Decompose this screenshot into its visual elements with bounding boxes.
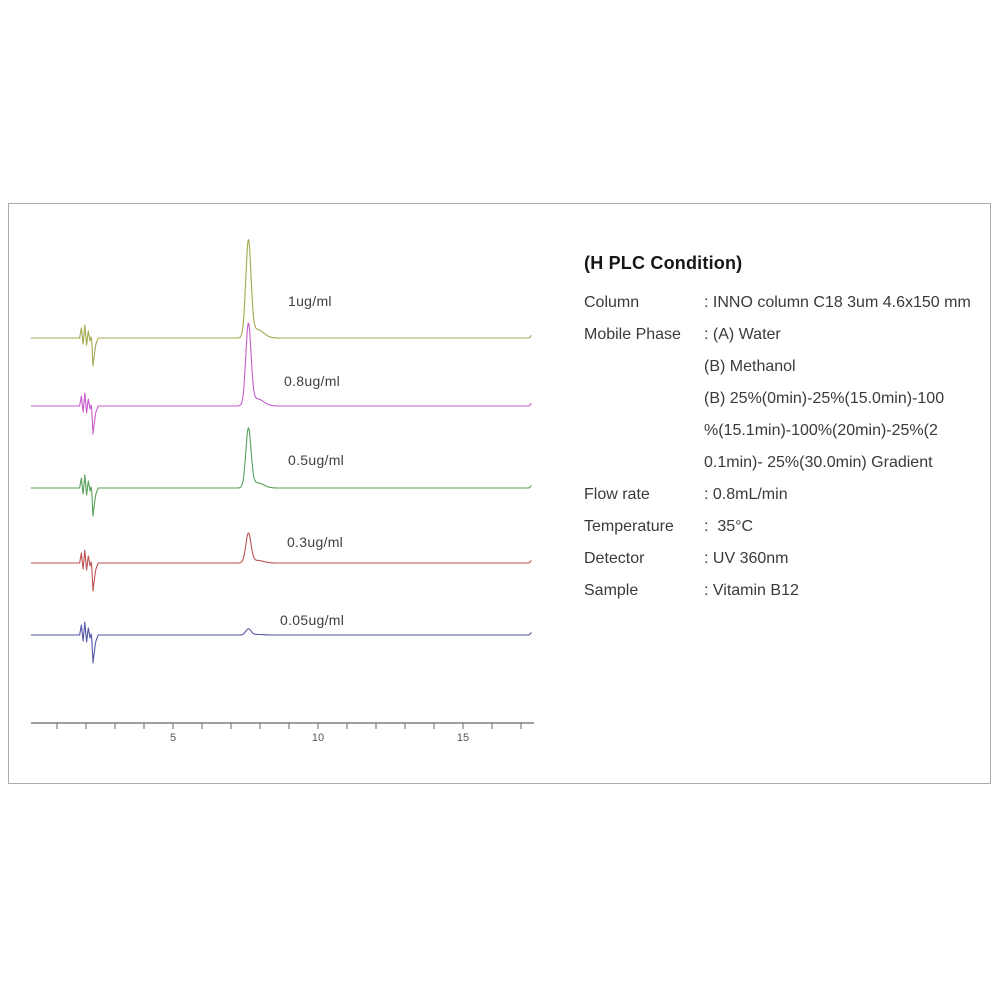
condition-label: Temperature — [584, 518, 674, 535]
x-tick-label: 5 — [170, 732, 176, 744]
hplc-conditions: (H PLC Condition) Column : INNO column C1… — [584, 253, 986, 607]
trace-label-0.5ug/ml: 0.5ug/ml — [288, 452, 345, 468]
condition-value: : (A) Water — [704, 326, 781, 343]
condition-value: (B) 25%(0min)-25%(15.0min)-100 — [704, 390, 945, 407]
condition-row: Detector : UV 360nm — [584, 543, 986, 575]
trace-label-0.8ug/ml: 0.8ug/ml — [284, 373, 341, 389]
trace-0.05ug/ml — [30, 621, 532, 664]
condition-value: 0.1min)- 25%(30.0min) Gradient — [704, 454, 933, 471]
condition-value: : INNO column C18 3um 4.6x150 mm — [704, 294, 971, 311]
condition-label: Sample — [584, 582, 639, 599]
condition-row: (B) Methanol — [584, 351, 986, 383]
condition-row: Mobile Phase : (A) Water — [584, 319, 986, 351]
conditions-title: (H PLC Condition) — [584, 253, 743, 273]
condition-row: Temperature : 35°C — [584, 511, 986, 543]
condition-row: 0.1min)- 25%(30.0min) Gradient — [584, 447, 986, 479]
condition-label: Detector — [584, 550, 645, 567]
condition-value: : 0.8mL/min — [704, 486, 788, 503]
figure-panel: 5 10 15 1ug/ml 0.8ug/ml 0.5ug/ml 0.3ug/ml 0.05… — [8, 203, 991, 784]
condition-row: Flow rate : 0.8mL/min — [584, 479, 986, 511]
chromatogram-plot: 5 10 15 — [30, 239, 534, 744]
trace-label-0.05ug/ml: 0.05ug/ml — [280, 612, 345, 628]
trace-1ug/ml — [30, 239, 532, 367]
conditions-rows: Column : INNO column C18 3um 4.6x150 mm M… — [584, 287, 986, 607]
condition-row: (B) 25%(0min)-25%(15.0min)-100 — [584, 383, 986, 415]
condition-label: Flow rate — [584, 486, 650, 503]
condition-value: : UV 360nm — [704, 550, 789, 567]
condition-label: Mobile Phase — [584, 326, 681, 343]
trace-0.3ug/ml — [30, 532, 532, 592]
trace-0.8ug/ml — [30, 322, 532, 435]
x-tick-label: 15 — [457, 732, 469, 744]
condition-value: (B) Methanol — [704, 358, 796, 375]
condition-value: : Vitamin B12 — [704, 582, 799, 599]
condition-value: %(15.1min)-100%(20min)-25%(2 — [704, 422, 938, 439]
condition-value: : 35°C — [704, 518, 754, 535]
trace-label-0.3ug/ml: 0.3ug/ml — [287, 534, 344, 550]
condition-row: Column : INNO column C18 3um 4.6x150 mm — [584, 287, 986, 319]
trace-0.5ug/ml — [30, 427, 532, 517]
trace-label-1ug/ml: 1ug/ml — [288, 293, 332, 309]
condition-label: Column — [584, 294, 640, 311]
condition-row: Sample : Vitamin B12 — [584, 575, 986, 607]
condition-row: %(15.1min)-100%(20min)-25%(2 — [584, 415, 986, 447]
x-tick-label: 10 — [312, 732, 324, 744]
